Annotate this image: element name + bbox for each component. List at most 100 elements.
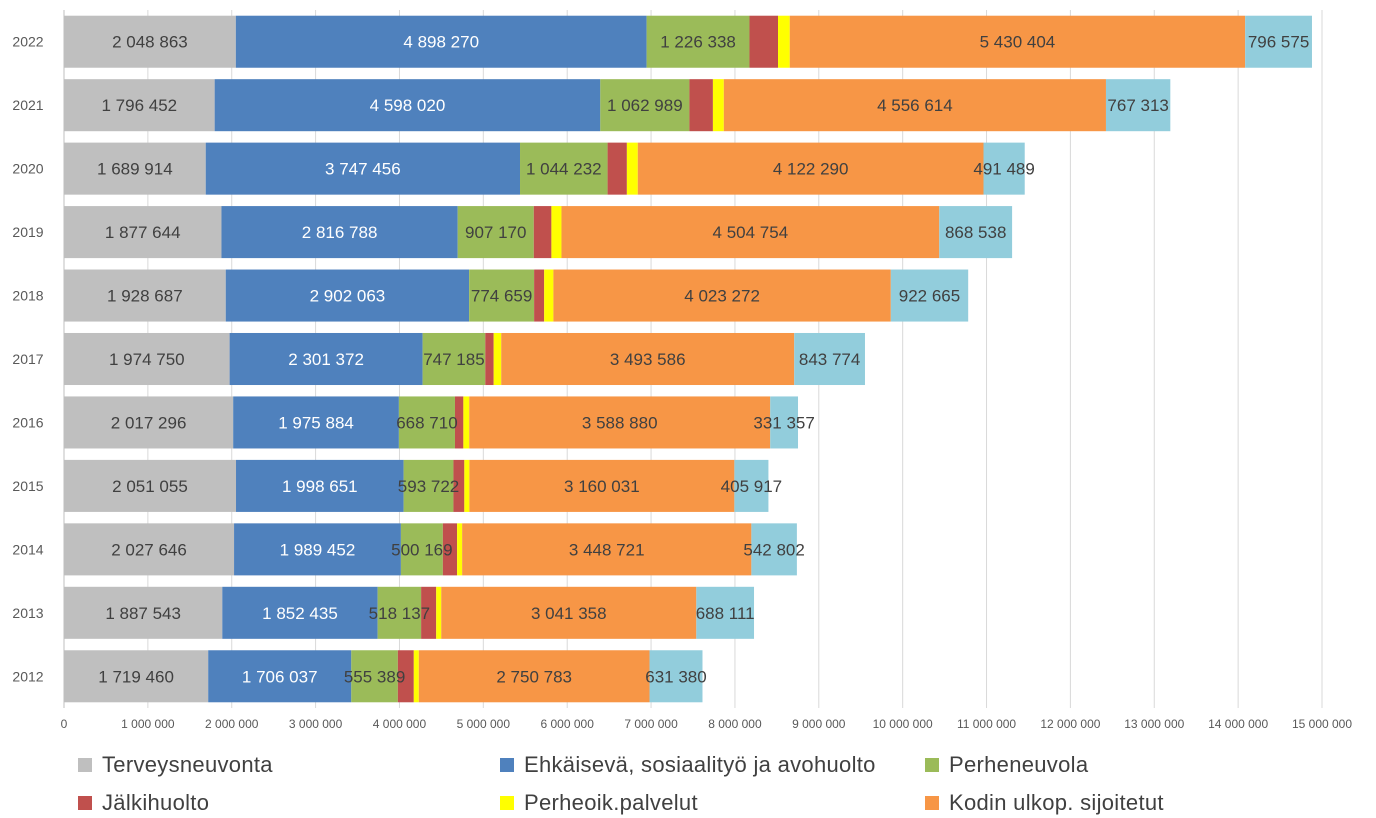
bar-segment	[214, 79, 601, 132]
data-label: 1 887 543	[105, 604, 181, 623]
y-category-label: 2017	[12, 351, 43, 367]
bar-segment	[205, 142, 521, 195]
bar-segment	[561, 206, 940, 259]
data-label: 500 169	[391, 540, 452, 559]
legend-label: Kodin ulkop. sijoitetut	[949, 790, 1164, 815]
bar-segment	[441, 586, 697, 639]
bar-segment	[890, 269, 969, 322]
bar-segment	[501, 332, 795, 386]
bar-segment	[551, 206, 562, 259]
data-label: 2 750 783	[496, 667, 572, 686]
data-label: 688 111	[696, 604, 755, 623]
bar-segment	[553, 269, 891, 322]
bar-segment	[64, 586, 223, 639]
x-tick-label: 2 000 000	[205, 717, 259, 731]
bar-segment	[939, 206, 1013, 259]
bar-segment	[64, 79, 215, 132]
data-label: 2 902 063	[310, 287, 386, 306]
data-label: 5 430 404	[980, 33, 1056, 52]
data-labels: 2 048 863 4 898 270 1 226 338 5 430 404 796 …	[97, 33, 1309, 687]
bar-segment	[235, 15, 647, 68]
bar-segment	[600, 79, 690, 132]
bar-segment	[734, 459, 769, 512]
legend: Terveysneuvonta Ehkäisevä, sosiaalityö j…	[0, 748, 1376, 817]
data-label: 405 917	[721, 477, 782, 496]
bar-segment	[403, 459, 454, 512]
y-category-label: 2015	[12, 478, 43, 494]
data-label: 3 747 456	[325, 160, 401, 179]
bar-segment	[723, 79, 1106, 132]
data-label: 1 796 452	[102, 96, 178, 115]
legend-item-jalkihuolto: Jälkihuolto	[78, 788, 209, 818]
data-label: 4 898 270	[403, 33, 479, 52]
data-label: 3 588 880	[582, 413, 658, 432]
data-label: 2 048 863	[112, 33, 188, 52]
legend-label: Terveysneuvonta	[102, 752, 273, 777]
bar-segment	[64, 269, 226, 322]
bar-segment	[208, 650, 352, 703]
x-tick-label: 13 000 000	[1124, 717, 1184, 731]
legend-swatch-perheneuvola	[925, 758, 939, 772]
data-label: 1 852 435	[262, 604, 338, 623]
data-label: 4 556 614	[877, 96, 953, 115]
data-label: 907 170	[465, 223, 526, 242]
legend-swatch-ehkaiseva	[500, 758, 514, 772]
legend-item-terveysneuvonta: Terveysneuvonta	[78, 750, 273, 780]
data-label: 1 719 460	[98, 667, 174, 686]
x-tick-label: 8 000 000	[708, 717, 762, 731]
data-label: 4 598 020	[370, 96, 446, 115]
bar-segment	[64, 15, 236, 68]
bar-segment	[712, 79, 724, 132]
legend-label: Ehkäisevä, sosiaalityö ja avohuolto	[524, 752, 876, 777]
data-label: 2 051 055	[112, 477, 188, 496]
legend-label: Perheneuvola	[949, 752, 1089, 777]
y-axis-labels: 2022 2021 2020 2019 2018 2017 2016 2015 2014 2013…	[12, 34, 43, 685]
y-category-label: 2018	[12, 288, 43, 304]
bar-segment	[454, 396, 464, 449]
bar-segment	[646, 15, 750, 68]
bar-segment	[983, 142, 1025, 195]
data-label: 3 041 358	[531, 604, 607, 623]
legend-swatch-terveysneuvonta	[78, 758, 92, 772]
y-category-label: 2019	[12, 224, 43, 240]
bar-segment	[770, 396, 799, 449]
data-label: 3 493 586	[610, 350, 686, 369]
x-tick-label: 3 000 000	[289, 717, 343, 731]
y-category-label: 2014	[12, 541, 43, 557]
legend-item-perheoik: Perheoik.palvelut	[500, 788, 698, 818]
bar-segment	[351, 650, 398, 703]
bar-segment	[453, 459, 465, 512]
bar-segment	[749, 15, 778, 68]
data-label: 1 706 037	[242, 667, 318, 686]
data-label: 1 989 452	[280, 540, 356, 559]
x-tick-label: 9 000 000	[792, 717, 846, 731]
data-label: 1 062 989	[607, 96, 683, 115]
bars	[64, 15, 1312, 703]
bar-segment	[442, 523, 458, 576]
data-label: 2 027 646	[111, 540, 187, 559]
bar-segment	[637, 142, 984, 195]
legend-item-perheneuvola: Perheneuvola	[925, 750, 1088, 780]
bar-segment	[64, 523, 235, 576]
y-category-label: 2021	[12, 97, 43, 113]
data-label: 1 928 687	[107, 287, 183, 306]
data-label: 868 538	[945, 223, 1006, 242]
bar-segment	[64, 650, 209, 703]
bar-segment	[377, 586, 422, 639]
bar-segment	[696, 586, 755, 639]
bar-segment	[236, 459, 404, 512]
bar-segment	[493, 332, 502, 386]
bar-segment	[626, 142, 638, 195]
stacked-bar-chart: 2 048 863 4 898 270 1 226 338 5 430 404 796 …	[12, 10, 1352, 731]
bar-segment	[64, 396, 234, 449]
bar-segment	[789, 15, 1246, 68]
y-category-label: 2022	[12, 34, 43, 50]
bar-segment	[1245, 15, 1312, 68]
x-tick-label: 7 000 000	[624, 717, 678, 731]
data-label: 1 877 644	[105, 223, 181, 242]
bar-segment	[794, 332, 865, 386]
data-label: 491 489	[973, 160, 1034, 179]
bar-segment	[534, 269, 545, 322]
data-label: 796 575	[1248, 33, 1309, 52]
bar-segment	[64, 142, 206, 195]
